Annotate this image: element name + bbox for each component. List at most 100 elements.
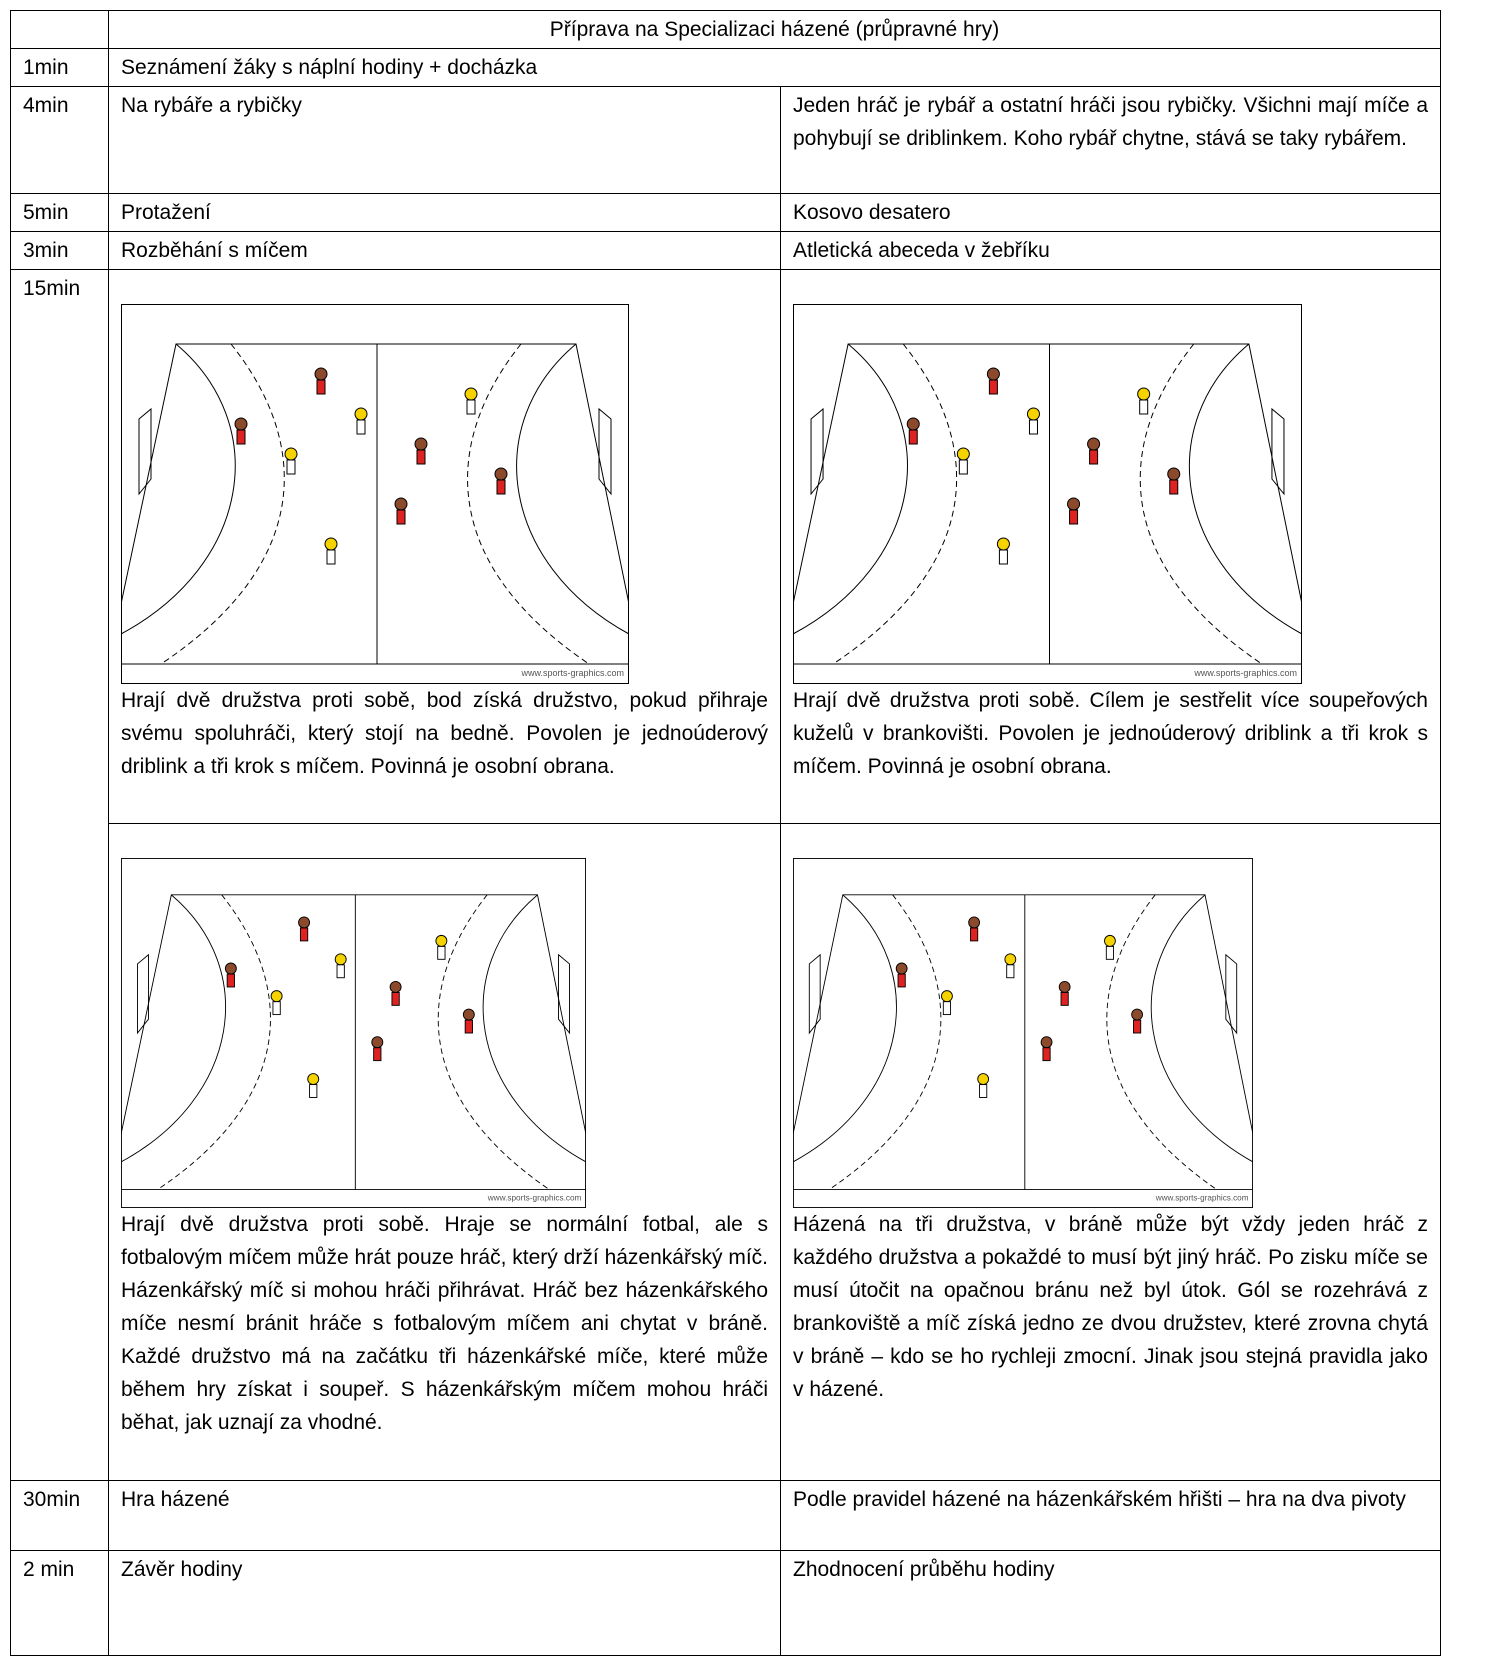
description: Podle pravidel házené na házenkářském hř… bbox=[780, 1480, 1441, 1551]
player-body bbox=[309, 1084, 318, 1098]
goal-area-left bbox=[121, 343, 236, 635]
player-head bbox=[389, 980, 402, 993]
description: Atletická abeceda v žebříku bbox=[780, 231, 1441, 270]
player-head bbox=[464, 387, 478, 401]
player-body bbox=[998, 549, 1008, 565]
player-head bbox=[996, 537, 1010, 551]
court-diagram: www.sports-graphics.com bbox=[793, 858, 1253, 1208]
player-body bbox=[1169, 479, 1179, 495]
activity: Rozběhání s míčem bbox=[108, 231, 781, 270]
activity: Závěr hodiny bbox=[108, 1550, 781, 1656]
player-body bbox=[299, 927, 309, 942]
player-head bbox=[298, 916, 311, 929]
player-head bbox=[494, 467, 508, 481]
game-cell: www.sports-graphics.com Hrají dvě družstv… bbox=[108, 823, 781, 1481]
activity: Hra házené bbox=[108, 1480, 781, 1551]
player-head bbox=[941, 990, 953, 1003]
diagram-frame bbox=[793, 858, 1253, 1208]
time: 15min bbox=[10, 269, 109, 1481]
goal-area-right bbox=[1150, 894, 1253, 1163]
player-body bbox=[316, 379, 326, 395]
game-cell: www.sports-graphics.com Hrají dvě družstv… bbox=[780, 269, 1441, 824]
description: Kosovo desatero bbox=[780, 193, 1441, 232]
free-throw-right bbox=[1106, 894, 1218, 1190]
player-head bbox=[270, 990, 283, 1003]
player-head bbox=[956, 447, 970, 461]
player-body bbox=[286, 459, 296, 475]
diagram-credit: www.sports-graphics.com bbox=[1193, 668, 1297, 678]
diagram-frame bbox=[793, 304, 1302, 684]
goal-right bbox=[1225, 953, 1238, 1035]
time: 5min bbox=[10, 193, 109, 232]
player-body bbox=[272, 1001, 281, 1016]
player-head bbox=[986, 367, 1000, 381]
goal-area-right bbox=[482, 894, 586, 1163]
goal-area-left bbox=[121, 894, 226, 1163]
diagram-frame bbox=[121, 304, 629, 684]
player-head bbox=[1131, 1008, 1143, 1021]
description: Jeden hráč je rybář a ostatní hráči jsou… bbox=[780, 86, 1441, 194]
player-body bbox=[416, 449, 426, 465]
goal-left bbox=[137, 953, 149, 1035]
player-head bbox=[1026, 407, 1040, 421]
cell bbox=[10, 10, 109, 49]
goal-area-right bbox=[1188, 343, 1302, 635]
description: Házená na tři družstva, v bráně může být… bbox=[793, 1213, 1428, 1401]
player-head bbox=[284, 447, 298, 461]
goal-area-right bbox=[516, 343, 629, 635]
diagram-credit: www.sports-graphics.com bbox=[487, 1194, 582, 1203]
free-throw-right bbox=[437, 894, 550, 1190]
goal-left bbox=[138, 407, 152, 496]
free-throw-left bbox=[828, 894, 942, 1190]
player-head bbox=[435, 934, 448, 947]
player-head bbox=[1058, 980, 1071, 993]
free-throw-right bbox=[1139, 343, 1263, 665]
player-head bbox=[307, 1073, 320, 1086]
goal-area-left bbox=[793, 894, 897, 1163]
time: 3min bbox=[10, 231, 109, 270]
description: Hrají dvě družstva proti sobě, bod získá… bbox=[121, 689, 768, 778]
player-body bbox=[437, 945, 446, 960]
player-head bbox=[1104, 934, 1116, 947]
lesson-plan-table: Příprava na Specializaci házené (průprav… bbox=[10, 10, 1441, 1656]
player-head bbox=[1137, 387, 1151, 401]
goal-right bbox=[598, 407, 612, 496]
goal-left bbox=[810, 407, 824, 496]
player-body bbox=[1060, 992, 1069, 1006]
free-throw-left bbox=[157, 894, 271, 1190]
player-head bbox=[371, 1036, 384, 1049]
player-body bbox=[396, 509, 406, 525]
player-head bbox=[977, 1073, 990, 1086]
player-head bbox=[895, 962, 908, 975]
player-body bbox=[356, 419, 366, 435]
player-body bbox=[1006, 964, 1015, 979]
time: 4min bbox=[10, 86, 109, 194]
player-body bbox=[336, 964, 345, 979]
player-body bbox=[1042, 1047, 1051, 1062]
player-body bbox=[1089, 449, 1099, 465]
player-head bbox=[1167, 467, 1181, 481]
time: 1min bbox=[10, 48, 109, 87]
player-head bbox=[354, 407, 368, 421]
player-head bbox=[1004, 953, 1017, 966]
player-body bbox=[988, 379, 998, 395]
player-body bbox=[326, 549, 336, 565]
player-body bbox=[464, 1019, 473, 1034]
player-body bbox=[897, 973, 906, 988]
player-body bbox=[979, 1084, 988, 1098]
court-diagram: www.sports-graphics.com bbox=[793, 304, 1302, 684]
free-throw-left bbox=[832, 343, 958, 665]
player-body bbox=[958, 459, 968, 475]
player-body bbox=[373, 1047, 382, 1062]
goal-right bbox=[1271, 407, 1285, 496]
player-body bbox=[942, 1001, 952, 1016]
title: Příprava na Specializaci házené (průprav… bbox=[108, 10, 1441, 49]
description: Hrají dvě družstva proti sobě. Hraje se … bbox=[121, 1213, 768, 1434]
court-lines bbox=[121, 894, 586, 1135]
description: Zhodnocení průběhu hodiny bbox=[780, 1550, 1441, 1656]
free-throw-left bbox=[160, 343, 285, 665]
player-body bbox=[391, 992, 400, 1006]
game-cell: www.sports-graphics.com Hrají dvě družstv… bbox=[108, 269, 781, 824]
player-head bbox=[414, 437, 428, 451]
